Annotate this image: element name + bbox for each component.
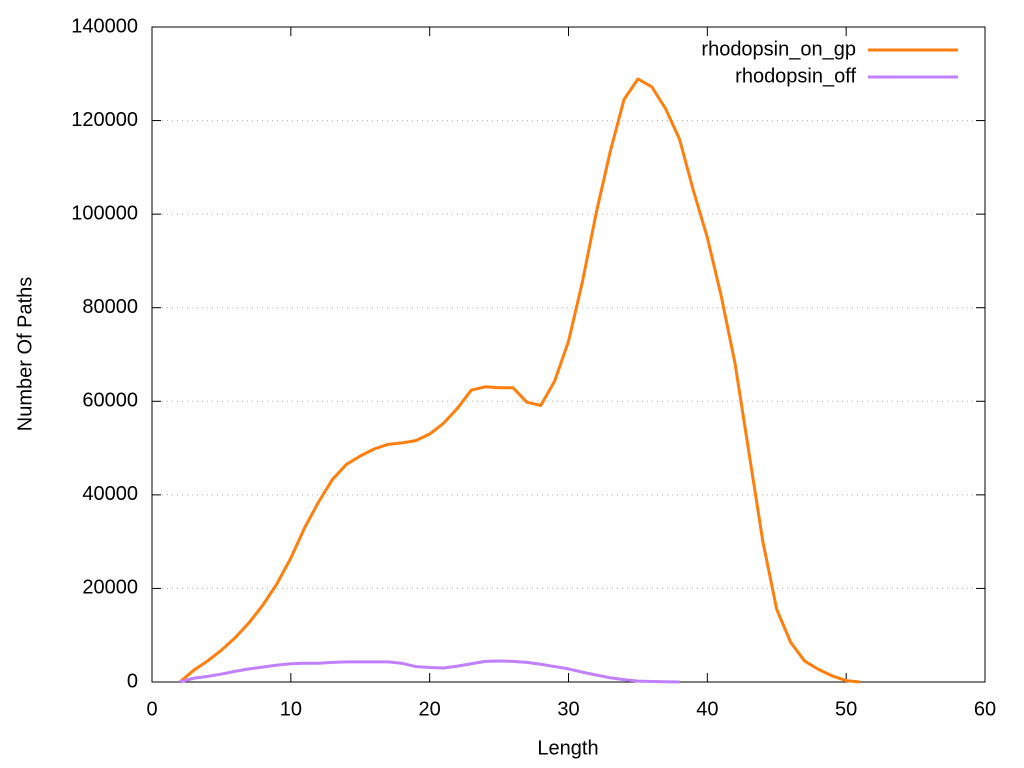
line-series bbox=[179, 659, 680, 684]
legend-label: rhodopsin_on_gp bbox=[701, 38, 856, 60]
y-tick-label: 140000 bbox=[71, 15, 138, 37]
y-tick-label: 80000 bbox=[82, 296, 138, 318]
x-tick-label: 50 bbox=[835, 698, 857, 720]
y-tick-label: 100000 bbox=[71, 202, 138, 224]
y-tick-label: 0 bbox=[127, 670, 138, 692]
x-tick-label: 10 bbox=[280, 698, 302, 720]
line-series bbox=[178, 77, 861, 684]
x-tick-label: 30 bbox=[557, 698, 579, 720]
legend-label: rhodopsin_off bbox=[735, 65, 856, 87]
x-axis-label: Length bbox=[537, 737, 598, 759]
y-tick-label: 120000 bbox=[71, 109, 138, 131]
y-axis-label: Number Of Paths bbox=[14, 277, 36, 432]
x-tick-label: 0 bbox=[146, 698, 157, 720]
y-tick-label: 60000 bbox=[82, 390, 138, 412]
x-tick-label: 40 bbox=[696, 698, 718, 720]
x-tick-label: 60 bbox=[974, 698, 996, 720]
x-tick-label: 20 bbox=[419, 698, 441, 720]
y-tick-label: 20000 bbox=[82, 577, 138, 599]
plot-frame bbox=[151, 26, 986, 683]
y-tick-label: 40000 bbox=[82, 483, 138, 505]
